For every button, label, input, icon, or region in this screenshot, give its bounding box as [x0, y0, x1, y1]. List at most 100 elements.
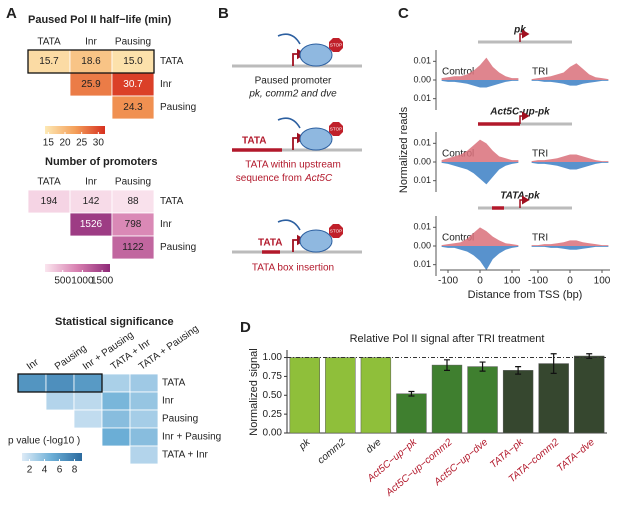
- cell-value: 798: [125, 219, 142, 230]
- caption-part: Act5C: [304, 173, 333, 184]
- colorbar: [45, 126, 105, 134]
- condition-label: TRI: [532, 233, 548, 244]
- bar: [467, 366, 498, 434]
- colorbar-label: 20: [59, 138, 71, 149]
- error-bar: [444, 359, 450, 371]
- column-label: Inr: [85, 177, 97, 188]
- signal-area: [441, 139, 519, 162]
- heatmap-cell: [101, 409, 131, 429]
- cell-value: 25.9: [81, 79, 101, 90]
- cell-value: 194: [41, 196, 58, 207]
- y-tick-label: 0.01: [413, 138, 431, 148]
- signal-area: [531, 162, 609, 170]
- x-tick-label: TATA−dve: [555, 437, 597, 475]
- row-label: TATA: [162, 378, 186, 389]
- column-label: TATA: [37, 177, 61, 188]
- stop-text: STOP: [330, 229, 342, 234]
- x-tick-label: 0: [567, 276, 573, 287]
- colorbar-label: 8: [72, 465, 78, 476]
- x-tick-label: pk: [296, 436, 313, 453]
- diagram-upstream: TATA STOP: [232, 117, 362, 152]
- colorbar-label: 500: [54, 276, 71, 287]
- y-tick-label: 0.01: [413, 259, 431, 269]
- heatmap-cell: [101, 391, 131, 411]
- panel-label: D: [240, 319, 251, 336]
- heatmap-cell: [45, 373, 75, 393]
- stop-text: STOP: [330, 43, 342, 48]
- signal-area: [531, 154, 609, 162]
- row-label: TATA + Inr: [162, 450, 209, 461]
- cell-value: 1122: [122, 242, 144, 253]
- heatmap-cell: [129, 391, 159, 411]
- bar: [502, 370, 534, 434]
- row-label: Pausing: [162, 414, 198, 425]
- condition-label: Control: [442, 149, 474, 160]
- highlight-box: [17, 373, 103, 393]
- cell-value: 30.7: [123, 79, 143, 90]
- heatmap-cell: [101, 427, 131, 447]
- heatmap-title: Number of promoters: [45, 156, 157, 168]
- row-label: Inr + Pausing: [162, 432, 221, 443]
- row-label: Pausing: [160, 242, 196, 253]
- x-tick-label: 100: [504, 276, 521, 287]
- condition-label: TRI: [532, 67, 548, 78]
- y-tick-label: 0.75: [263, 371, 283, 382]
- y-tick-label: 0.00: [413, 74, 431, 84]
- column-label: Inr: [25, 357, 41, 373]
- panel-label: C: [398, 5, 409, 22]
- caption-part: sequence from: [236, 173, 302, 184]
- cell-value: 88: [127, 196, 139, 207]
- y-axis-title: Normalized reads: [398, 106, 410, 193]
- heatmap-cell: [73, 373, 103, 393]
- colorbar-label: 25: [76, 138, 88, 149]
- bar: [574, 355, 605, 434]
- heatmap-cell: [111, 95, 155, 120]
- error-bar: [586, 353, 593, 359]
- error-bar: [408, 390, 415, 397]
- heatmap-title: Statistical significance: [55, 316, 174, 328]
- y-tick-label: 0.00: [413, 240, 431, 250]
- cell-value: 142: [83, 196, 100, 207]
- row-label: TATA: [160, 196, 184, 207]
- track-title: TATA-pk: [500, 191, 540, 202]
- chart-title: Relative Pol II signal after TRI treatme…: [350, 333, 545, 345]
- row-label: Inr: [160, 219, 172, 230]
- y-tick-label: 0.01: [413, 93, 431, 103]
- heatmap-cell: [73, 391, 103, 411]
- stop-text: STOP: [330, 127, 342, 132]
- cell-value: 24.3: [123, 102, 143, 113]
- diagram-insertion: TATA STOP: [232, 219, 362, 254]
- heatmap-cell: [129, 409, 159, 429]
- caption: TATA box insertion: [252, 263, 334, 274]
- bar: [325, 357, 356, 434]
- x-tick-label: Act5C−up−comm2: [383, 437, 455, 500]
- cell-value: 15.0: [123, 56, 143, 67]
- bar: [431, 364, 463, 434]
- caption: Paused promoter: [255, 76, 332, 87]
- y-tick-label: 0.50: [263, 390, 283, 401]
- caption: sequence from Act5C: [236, 173, 333, 184]
- heatmap-cell: [129, 445, 159, 465]
- y-tick-label: 1.00: [263, 352, 283, 363]
- signal-area: [441, 80, 519, 88]
- heatmap-cell: [129, 373, 159, 393]
- row-label: Inr: [160, 79, 172, 90]
- colorbar-label: 1500: [91, 276, 114, 287]
- x-axis-title: Distance from TSS (bp): [468, 289, 583, 301]
- row-label: Pausing: [160, 102, 196, 113]
- colorbar-label: 2: [27, 465, 33, 476]
- signal-area: [441, 57, 519, 80]
- signal-area: [531, 240, 609, 246]
- track-title: Act5C-up-pk: [489, 107, 550, 118]
- y-tick-label: 0.01: [413, 222, 431, 232]
- highlight-box: [27, 49, 155, 74]
- x-tick-label: 100: [594, 276, 611, 287]
- y-axis-title: Normalized signal: [248, 348, 260, 435]
- tss-arrow: [519, 111, 530, 124]
- caption: pk, comm2 and dve: [248, 89, 337, 100]
- heatmap-cell: [101, 373, 131, 393]
- y-tick-label: 0.00: [413, 156, 431, 166]
- legend-title: p value (-log10 ): [8, 436, 80, 447]
- y-tick-label: 0.01: [413, 56, 431, 66]
